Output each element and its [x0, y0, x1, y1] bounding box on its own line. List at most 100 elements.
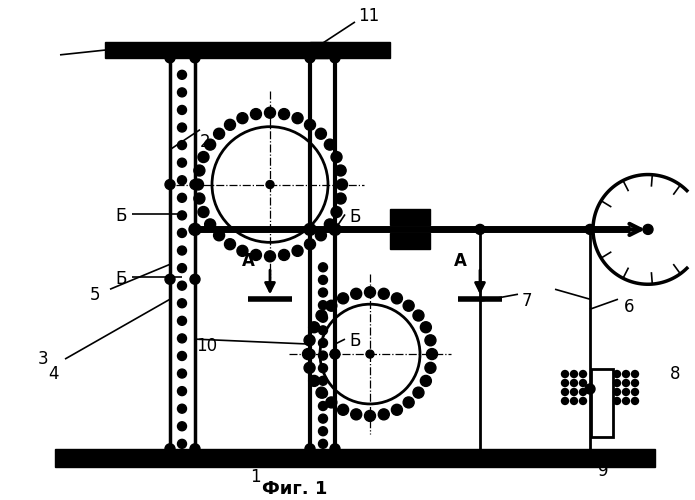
- Text: Б: Б: [115, 270, 126, 288]
- Circle shape: [177, 228, 186, 237]
- Circle shape: [425, 362, 436, 374]
- Circle shape: [403, 397, 414, 408]
- Circle shape: [309, 376, 320, 386]
- Text: А: А: [454, 252, 466, 270]
- Circle shape: [309, 322, 320, 332]
- Circle shape: [580, 398, 587, 404]
- Circle shape: [198, 206, 209, 218]
- Circle shape: [420, 322, 432, 332]
- Circle shape: [403, 300, 414, 311]
- Bar: [105, 42, 390, 58]
- Circle shape: [177, 194, 186, 202]
- Text: 7: 7: [522, 292, 532, 310]
- Bar: [591, 369, 613, 437]
- Text: 9: 9: [598, 462, 609, 480]
- Circle shape: [325, 139, 336, 150]
- Circle shape: [190, 274, 200, 284]
- Circle shape: [177, 334, 186, 343]
- Text: 10: 10: [196, 337, 217, 355]
- Circle shape: [318, 263, 327, 272]
- Circle shape: [330, 349, 340, 359]
- Circle shape: [378, 409, 389, 420]
- Circle shape: [391, 293, 402, 304]
- Circle shape: [614, 388, 621, 396]
- Circle shape: [177, 106, 186, 114]
- Bar: [310, 42, 328, 58]
- Circle shape: [237, 112, 248, 124]
- Circle shape: [165, 444, 175, 454]
- Circle shape: [571, 370, 578, 378]
- Circle shape: [643, 224, 653, 234]
- Circle shape: [177, 246, 186, 255]
- Circle shape: [304, 335, 315, 346]
- Circle shape: [304, 238, 316, 250]
- Circle shape: [190, 444, 200, 454]
- Circle shape: [177, 211, 186, 220]
- Circle shape: [413, 387, 424, 398]
- Circle shape: [177, 404, 186, 413]
- Circle shape: [316, 387, 327, 398]
- Circle shape: [351, 409, 361, 420]
- Circle shape: [189, 224, 201, 235]
- Circle shape: [302, 348, 313, 360]
- Circle shape: [623, 398, 630, 404]
- Circle shape: [318, 364, 327, 372]
- Circle shape: [614, 380, 621, 386]
- Circle shape: [318, 276, 327, 284]
- Circle shape: [326, 397, 337, 408]
- Circle shape: [237, 246, 248, 256]
- Circle shape: [318, 402, 327, 410]
- Circle shape: [304, 120, 316, 130]
- Circle shape: [420, 376, 432, 386]
- Circle shape: [177, 440, 186, 448]
- Circle shape: [427, 348, 437, 360]
- Circle shape: [336, 179, 348, 190]
- Circle shape: [213, 230, 224, 241]
- Circle shape: [165, 53, 175, 63]
- Text: 2: 2: [200, 132, 211, 150]
- Circle shape: [580, 370, 587, 378]
- Circle shape: [318, 326, 327, 335]
- Text: Б: Б: [349, 332, 361, 350]
- Circle shape: [580, 380, 587, 386]
- Circle shape: [305, 349, 315, 359]
- Text: 6: 6: [624, 298, 635, 316]
- Circle shape: [265, 251, 275, 262]
- Circle shape: [614, 398, 621, 404]
- Circle shape: [562, 380, 569, 386]
- Circle shape: [224, 238, 236, 250]
- Text: 1: 1: [250, 468, 261, 486]
- Circle shape: [335, 165, 346, 176]
- Circle shape: [632, 380, 639, 386]
- Circle shape: [304, 224, 316, 235]
- Circle shape: [177, 176, 186, 184]
- Circle shape: [316, 310, 327, 321]
- Circle shape: [331, 206, 342, 218]
- Circle shape: [330, 53, 340, 63]
- Circle shape: [177, 70, 186, 80]
- Circle shape: [305, 53, 315, 63]
- Circle shape: [318, 288, 327, 297]
- Text: 4: 4: [48, 365, 58, 383]
- Circle shape: [305, 444, 315, 454]
- Circle shape: [330, 444, 340, 454]
- Circle shape: [177, 88, 186, 97]
- Circle shape: [250, 108, 261, 120]
- Bar: [390, 234, 430, 250]
- Circle shape: [571, 380, 578, 386]
- Circle shape: [331, 152, 342, 162]
- Circle shape: [279, 250, 290, 260]
- Circle shape: [318, 389, 327, 398]
- Circle shape: [198, 152, 209, 162]
- Text: Б: Б: [349, 208, 361, 226]
- Circle shape: [194, 193, 205, 204]
- Circle shape: [193, 179, 204, 190]
- Circle shape: [318, 351, 327, 360]
- Circle shape: [177, 369, 186, 378]
- Circle shape: [632, 388, 639, 396]
- Circle shape: [562, 398, 569, 404]
- Circle shape: [378, 288, 389, 300]
- Circle shape: [335, 193, 346, 204]
- Circle shape: [366, 350, 374, 358]
- Circle shape: [475, 224, 485, 234]
